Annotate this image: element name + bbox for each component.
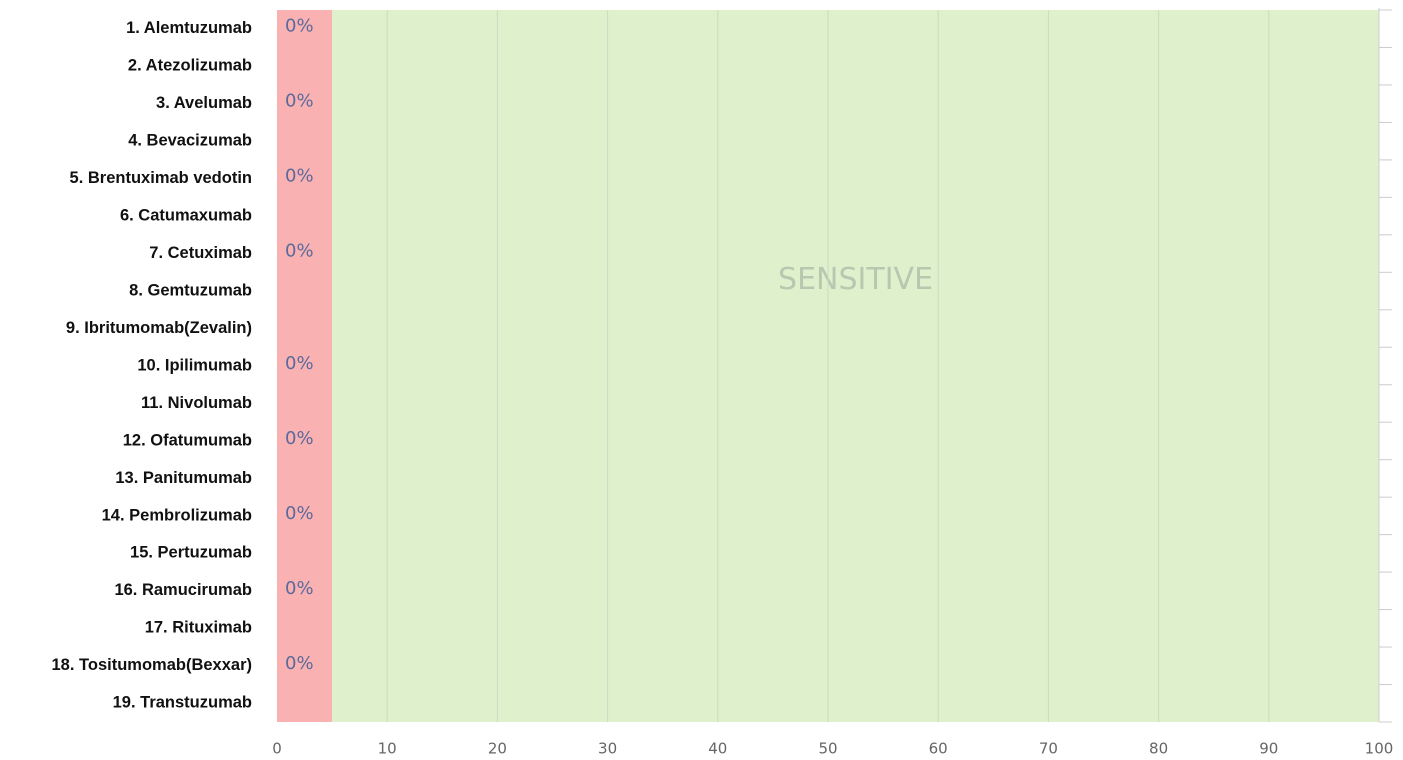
band-label: SENSITIVE: [778, 262, 933, 297]
value-label: 0%: [285, 91, 314, 112]
x-tick-label: 100: [1365, 740, 1394, 758]
x-tick-label: 30: [598, 740, 617, 758]
x-tick-label: 70: [1039, 740, 1058, 758]
y-tick-label: 4. Bevacizumab: [128, 132, 252, 150]
y-tick-label: 18. Tositumomab(Bexxar): [52, 656, 253, 674]
y-tick-label: 14. Pembrolizumab: [102, 506, 252, 524]
x-tick-label: 50: [818, 740, 837, 758]
x-tick-label: 40: [708, 740, 727, 758]
y-tick-label: 1. Alemtuzumab: [126, 19, 252, 37]
x-tick-label: 0: [272, 740, 282, 758]
band: [277, 10, 333, 722]
y-tick-label: 8. Gemtuzumab: [129, 281, 252, 299]
band: [332, 10, 1380, 722]
y-tick-label: 3. Avelumab: [156, 94, 252, 112]
y-tick-label: 15. Pertuzumab: [130, 544, 252, 562]
y-tick-label: 19. Transtuzumab: [113, 694, 252, 712]
y-tick-label: 10. Ipilimumab: [137, 356, 252, 374]
value-label: 0%: [285, 166, 314, 187]
y-tick-label: 11. Nivolumab: [141, 394, 252, 412]
value-label: 0%: [285, 16, 314, 37]
x-tick-label: 80: [1149, 740, 1168, 758]
y-tick-label: 6. Catumaxumab: [120, 206, 252, 224]
y-tick-label: 16. Ramucirumab: [114, 581, 252, 599]
y-tick-label: 2. Atezolizumab: [128, 57, 252, 75]
x-tick-label: 90: [1259, 740, 1278, 758]
x-tick-label: 20: [488, 740, 507, 758]
y-tick-label: 7. Cetuximab: [149, 244, 252, 262]
y-tick-label: 5. Brentuximab vedotin: [70, 169, 252, 187]
x-tick-label: 10: [378, 740, 397, 758]
x-tick-label: 60: [929, 740, 948, 758]
value-label: 0%: [285, 653, 314, 674]
value-label: 0%: [285, 241, 314, 262]
y-tick-label: 17. Rituximab: [145, 619, 252, 637]
value-label: 0%: [285, 578, 314, 599]
y-tick-label: 12. Ofatumumab: [123, 431, 252, 449]
value-label: 0%: [285, 428, 314, 449]
value-label: 0%: [285, 353, 314, 374]
y-tick-label: 13. Panitumumab: [115, 469, 252, 487]
value-label: 0%: [285, 503, 314, 524]
y-tick-label: 9. Ibritumomab(Zevalin): [66, 319, 252, 337]
